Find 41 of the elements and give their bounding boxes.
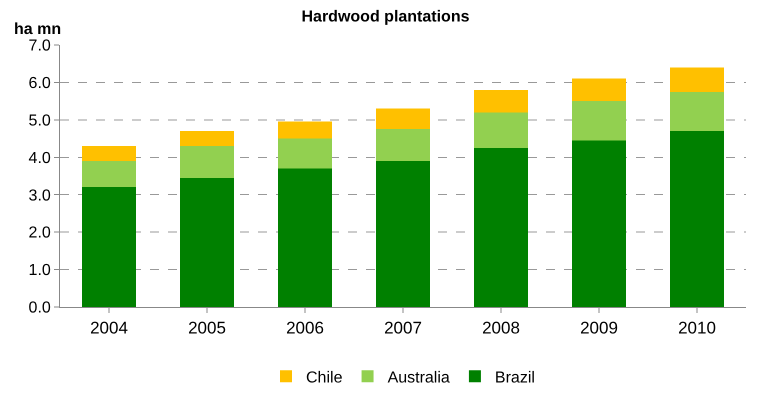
bar: [82, 146, 136, 162]
x-tick-label: 2006: [286, 318, 324, 338]
bar: [474, 112, 528, 148]
bar: [376, 129, 430, 162]
x-tick-label: 2004: [90, 318, 128, 338]
legend-label: Chile: [306, 370, 343, 387]
bar: [376, 108, 430, 130]
y-tick-label: 1.0: [28, 262, 51, 280]
bar: [474, 90, 528, 112]
bar: [278, 138, 332, 169]
bar: [376, 161, 430, 307]
bar: [670, 92, 724, 132]
y-axis-title: ha mn: [14, 21, 62, 38]
y-tick-label: 2.0: [28, 224, 51, 242]
bar: [82, 161, 136, 188]
y-tick-label: 6.0: [28, 75, 51, 92]
bar: [180, 131, 234, 146]
y-tick-label: 7.0: [28, 38, 51, 55]
y-tick-label: 4.0: [28, 150, 51, 167]
bar: [278, 122, 332, 139]
bar: [180, 178, 234, 307]
y-tick-label: 5.0: [28, 112, 51, 130]
chart-title: Hardwood plantations: [302, 8, 470, 26]
bar: [278, 168, 332, 307]
bar: [82, 187, 136, 307]
legend-label: Australia: [388, 370, 450, 387]
bar: [180, 146, 234, 178]
y-tick-label: 3.0: [28, 187, 51, 204]
bar: [572, 101, 626, 140]
bar: [572, 140, 626, 307]
bar: [572, 78, 626, 102]
x-tick-label: 2007: [384, 318, 422, 338]
bar: [670, 131, 724, 307]
x-tick-label: 2010: [678, 318, 716, 338]
bar: [474, 148, 528, 307]
bar: [670, 67, 724, 92]
x-tick-label: 2005: [188, 318, 226, 338]
legend-label: Brazil: [494, 370, 535, 387]
x-tick-label: 2008: [482, 318, 520, 338]
y-tick-label: 0.0: [28, 300, 51, 317]
x-tick-label: 2009: [580, 318, 618, 338]
